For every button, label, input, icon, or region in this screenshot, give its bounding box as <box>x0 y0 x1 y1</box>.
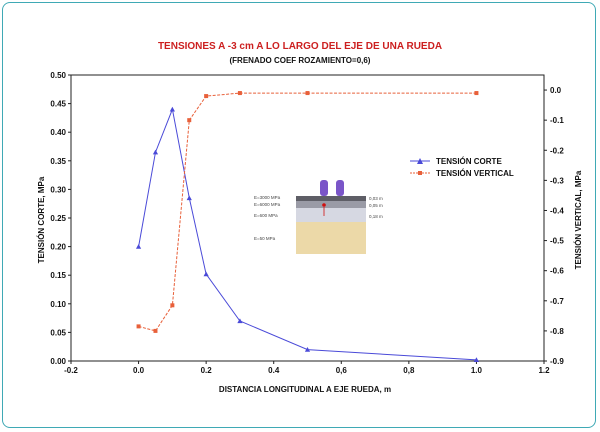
data-point-vertical <box>187 118 192 123</box>
y-left-tick-label: 0.40 <box>50 128 66 137</box>
data-point-vertical <box>204 94 209 99</box>
y-left-tick-label: 0.00 <box>50 357 66 366</box>
chart-subtitle: (FRENADO COEF ROZAMIENTO=0,6) <box>230 56 371 65</box>
inset-label-e3: E=600 MPa <box>254 213 278 218</box>
x-tick-label: 0.2 <box>201 366 213 375</box>
x-tick-label: 0.4 <box>268 366 280 375</box>
data-point-corte <box>203 271 209 277</box>
tire-right <box>336 180 344 196</box>
y-right-tick-label: -0.1 <box>550 116 564 125</box>
layer-2 <box>296 201 366 208</box>
data-point-corte <box>237 318 243 324</box>
legend-marker-corte <box>417 158 423 164</box>
inset-label-e1: E=3000 MPa <box>254 195 281 200</box>
chart-title: TENSIONES A -3 cm A LO LARGO DEL EJE DE … <box>158 41 442 52</box>
y-left-tick-label: 0.50 <box>50 71 66 80</box>
tire-left <box>320 180 328 196</box>
data-point-corte <box>186 195 192 201</box>
series-line-1 <box>138 92 477 332</box>
data-point-vertical <box>474 91 479 96</box>
y-right-tick-label: -0.3 <box>550 176 564 185</box>
inset-thick-1: 0,03 m <box>369 196 383 201</box>
y-left-tick-label: 0.10 <box>50 300 66 309</box>
legend-label-corte: TENSIÓN CORTE <box>436 157 502 166</box>
x-tick-label: -0.2 <box>64 366 78 375</box>
y-right-axis-label: TENSIÓN VERTICAL, MPa <box>574 170 583 269</box>
y-right-tick-label: -0.7 <box>550 297 564 306</box>
pavement-inset: E=3000 MPa E=6000 MPa E=600 MPa E=50 MPa… <box>254 180 383 254</box>
legend-marker-vertical <box>418 171 422 175</box>
x-axis-label: DISTANCIA LONGITUDINAL A EJE RUEDA, m <box>219 385 391 394</box>
x-tick-label: 0,6 <box>336 366 348 375</box>
data-point-corte <box>152 149 159 155</box>
y-left-tick-label: 0.45 <box>50 100 66 109</box>
series-layer <box>135 91 480 363</box>
y-left-tick-label: 0.25 <box>50 214 66 223</box>
y-left-tick-label: 0.30 <box>50 185 66 194</box>
x-tick-label: 0,8 <box>403 366 415 375</box>
inset-label-e4: E=50 MPa <box>254 236 276 241</box>
y-right-tick-label: -0.5 <box>550 237 564 246</box>
y-left-tick-label: 0.15 <box>50 271 66 280</box>
inset-thick-2: 0,05 m <box>369 203 383 208</box>
y-right-tick-label: -0.4 <box>550 206 564 215</box>
y-left-axis-label: TENSIÓN CORTE, MPa <box>37 176 46 263</box>
data-point-corte <box>304 346 311 352</box>
y-right-tick-label: -0.6 <box>550 267 564 276</box>
data-point-vertical <box>153 328 158 333</box>
y-left-tick-label: 0.05 <box>50 328 66 337</box>
x-tick-label: 1.0 <box>471 366 483 375</box>
series-line-0 <box>138 107 477 361</box>
data-point-vertical <box>237 91 242 96</box>
x-tick-label: 0.0 <box>133 366 145 375</box>
inset-label-e2: E=6000 MPa <box>254 202 281 207</box>
y-right-tick-label: -0.9 <box>550 357 564 366</box>
inset-thick-3: 0,18 m <box>369 214 383 219</box>
legend-label-vertical: TENSIÓN VERTICAL <box>436 169 514 178</box>
layer-1 <box>296 196 366 201</box>
y-right-tick-label: -0.2 <box>550 146 564 155</box>
y-left-tick-label: 0.35 <box>50 157 66 166</box>
data-point-vertical <box>305 91 310 96</box>
x-tick-label: 1.2 <box>538 366 550 375</box>
data-point-corte <box>473 357 480 363</box>
data-point-corte <box>169 106 175 112</box>
y-right-tick-label: -0.8 <box>550 327 564 336</box>
legend: TENSIÓN CORTE TENSIÓN VERTICAL <box>410 157 514 178</box>
data-point-corte <box>135 244 142 249</box>
data-point-vertical <box>136 324 141 329</box>
layer-3 <box>296 208 366 222</box>
ticks-layer: -0.2 0.0 0.2 0.4 0,6 0,8 1.0 1.2 0.00 0.05 0.10 0.1… <box>50 71 564 375</box>
y-right-tick-label: 0.0 <box>550 86 562 95</box>
data-point-vertical <box>170 303 175 308</box>
layer-subgrade <box>296 222 366 254</box>
measure-point <box>322 203 326 207</box>
y-left-tick-label: 0.20 <box>50 243 66 252</box>
